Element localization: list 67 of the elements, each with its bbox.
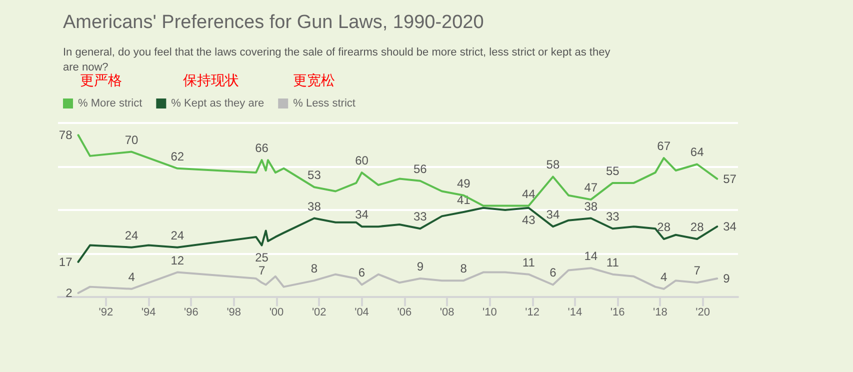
text: 保持现状 [183, 73, 239, 89]
data-label: 24 [170, 228, 184, 242]
x-tick-label: '14 [568, 306, 582, 319]
data-label: 62 [170, 149, 184, 164]
data-label: 49 [456, 176, 471, 190]
x-tick-label: '10 [482, 306, 497, 319]
data-label: 25 [255, 250, 269, 264]
data-label: 7 [694, 264, 701, 278]
data-label: 34 [355, 208, 369, 222]
data-label: 70 [124, 132, 139, 147]
data-label: 44 [522, 186, 536, 201]
data-label: 38 [584, 199, 598, 214]
data-label: 28 [657, 220, 671, 234]
data-label: 34 [546, 208, 560, 222]
legend-label: % Less strict [293, 98, 356, 110]
data-label: 43 [522, 212, 536, 227]
x-tick-label: '02 [312, 306, 326, 319]
x-tick-label: '16 [610, 306, 625, 319]
data-label: 67 [657, 139, 671, 154]
data-label: 47 [584, 180, 598, 195]
data-label: 4 [128, 270, 136, 284]
data-label: 34 [723, 220, 737, 234]
data-label: 64 [690, 145, 704, 160]
data-label: 17 [58, 254, 73, 269]
data-label: 55 [606, 164, 620, 178]
data-label: 66 [255, 141, 269, 156]
x-tick-label: '92 [98, 306, 114, 319]
x-tick-label: '08 [440, 306, 454, 319]
data-label: 4 [660, 270, 668, 284]
data-label: 56 [413, 162, 428, 176]
data-label: 9 [723, 272, 730, 286]
x-tick-label: '94 [141, 306, 156, 319]
data-label: 8 [460, 262, 468, 276]
data-label: 53 [308, 168, 322, 182]
chart-title: Americans' Preferences for Gun Laws, 1990-2020 [63, 12, 484, 33]
data-label: 28 [690, 220, 704, 234]
data-label: 11 [522, 255, 536, 270]
x-tick-label: '12 [525, 306, 540, 319]
data-label: 38 [308, 199, 322, 214]
data-label: 9 [416, 260, 424, 274]
legend-label: % More strict [78, 98, 142, 110]
data-label: 7 [258, 264, 266, 278]
x-tick-label: '04 [354, 306, 369, 319]
text: 更宽松 [293, 73, 335, 89]
data-label: 6 [550, 266, 557, 280]
data-label: 8 [310, 262, 318, 276]
chart-subtitle: In general, do you feel that the laws covering the sale of firearms should be more strict, less strict or kept as they are now? [63, 46, 614, 74]
data-label: 33 [606, 210, 620, 224]
x-tick-label: '06 [397, 306, 412, 319]
data-label: 24 [124, 228, 139, 242]
data-label: 78 [58, 128, 73, 142]
data-label: 2 [66, 286, 73, 300]
x-tick-label: '96 [184, 306, 198, 319]
x-tick-label: '18 [653, 306, 668, 319]
data-label: 57 [723, 172, 737, 186]
data-label: 6 [358, 266, 366, 280]
data-label: 58 [546, 158, 560, 172]
data-label: 12 [170, 253, 184, 268]
data-label: 33 [413, 210, 428, 224]
legend-label: % Kept as they are [171, 98, 264, 110]
x-tick-label: '00 [269, 306, 284, 319]
x-tick-label: '20 [696, 306, 710, 319]
data-label: 14 [584, 249, 598, 264]
data-label: 11 [606, 255, 620, 270]
data-label: 60 [355, 154, 369, 168]
text: 更严格 [80, 73, 122, 89]
x-tick-label: '98 [226, 306, 242, 319]
